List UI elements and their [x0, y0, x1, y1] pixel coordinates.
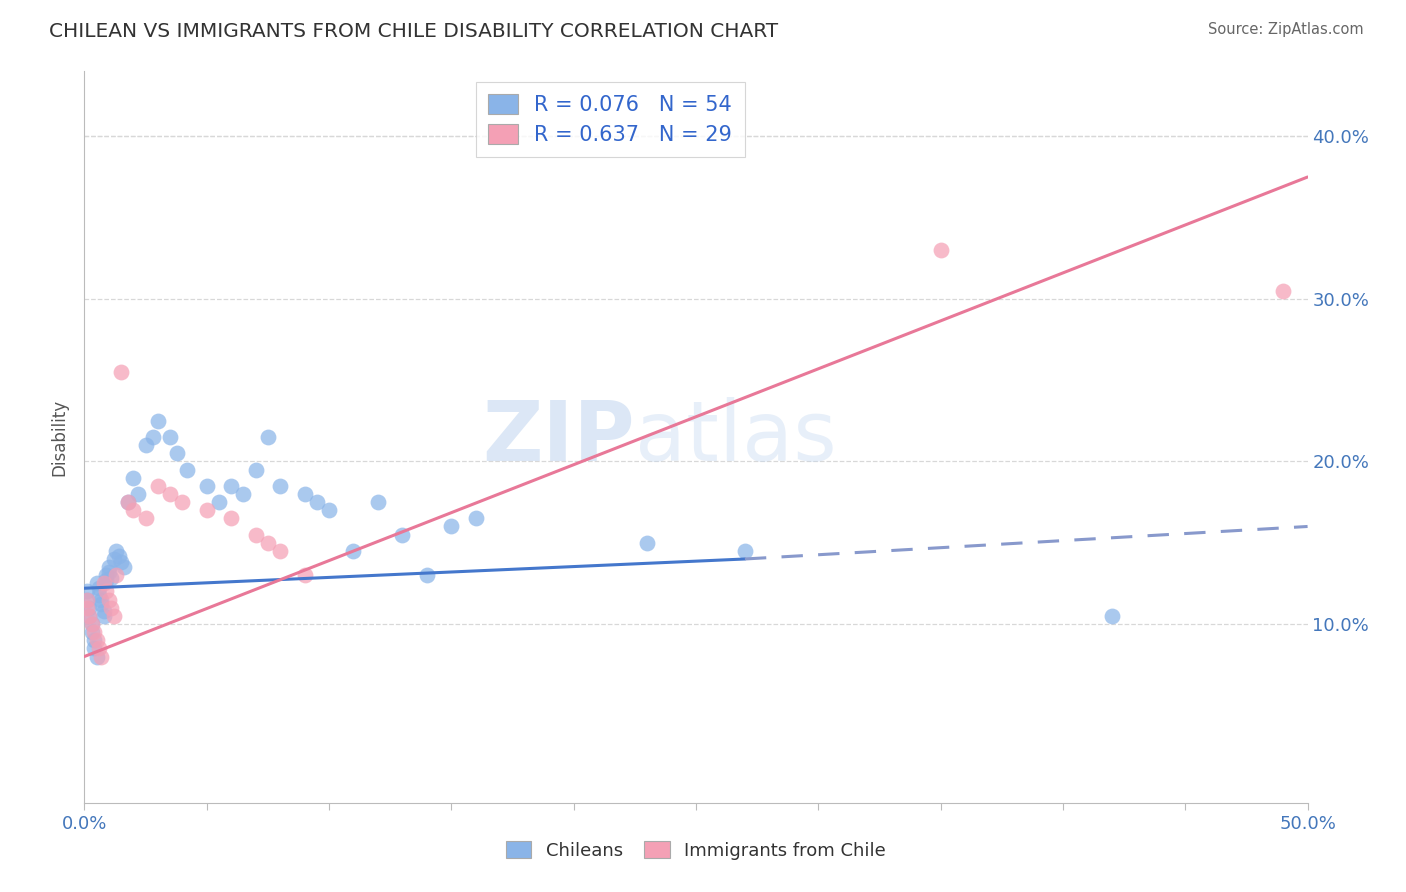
Point — [96, 573, 118, 587]
Legend: Chileans, Immigrants from Chile: Chileans, Immigrants from Chile — [499, 834, 893, 867]
Point — [90, 598, 112, 612]
Point — [416, 568, 439, 582]
Point — [76, 600, 98, 615]
Point — [195, 503, 218, 517]
Point — [86, 649, 108, 664]
Point — [208, 495, 231, 509]
Point — [146, 414, 169, 428]
Point — [107, 549, 129, 563]
Point — [105, 568, 128, 582]
Point — [100, 600, 122, 615]
Point — [159, 487, 181, 501]
Point — [117, 495, 139, 509]
Point — [269, 544, 291, 558]
Point — [219, 479, 242, 493]
Point — [219, 511, 242, 525]
Point — [305, 495, 328, 509]
Point — [166, 446, 188, 460]
Point — [105, 544, 128, 558]
Point — [318, 503, 340, 517]
Text: Source: ZipAtlas.com: Source: ZipAtlas.com — [1208, 22, 1364, 37]
Point — [245, 462, 267, 476]
Point — [464, 511, 486, 525]
Point — [294, 568, 316, 582]
Point — [257, 430, 280, 444]
Point — [97, 565, 120, 579]
Point — [93, 608, 115, 623]
Point — [110, 555, 132, 569]
Point — [97, 592, 120, 607]
Point — [232, 487, 254, 501]
Point — [80, 617, 103, 632]
Point — [87, 581, 110, 595]
Point — [100, 572, 122, 586]
Point — [93, 604, 115, 618]
Point — [257, 535, 280, 549]
Text: ZIP: ZIP — [482, 397, 636, 477]
Point — [86, 576, 108, 591]
Point — [96, 568, 118, 582]
Point — [90, 649, 112, 664]
Text: atlas: atlas — [636, 397, 837, 477]
Point — [245, 527, 267, 541]
Point — [127, 487, 149, 501]
Point — [195, 479, 218, 493]
Point — [122, 471, 145, 485]
Point — [342, 544, 364, 558]
Point — [122, 503, 145, 517]
Point — [117, 495, 139, 509]
Point — [77, 608, 100, 623]
Point — [367, 495, 389, 509]
Point — [142, 430, 165, 444]
Point — [76, 584, 98, 599]
Point — [90, 592, 112, 607]
Text: CHILEAN VS IMMIGRANTS FROM CHILE DISABILITY CORRELATION CHART: CHILEAN VS IMMIGRANTS FROM CHILE DISABIL… — [49, 22, 779, 41]
Point — [86, 633, 108, 648]
Point — [80, 617, 103, 632]
Point — [929, 243, 952, 257]
Point — [93, 576, 115, 591]
Point — [83, 633, 105, 648]
Point — [87, 641, 110, 656]
Point — [80, 625, 103, 640]
Point — [146, 479, 169, 493]
Point — [176, 462, 198, 476]
Point — [1101, 608, 1123, 623]
Point — [110, 365, 132, 379]
Point — [172, 495, 194, 509]
Point — [135, 511, 157, 525]
Point — [269, 479, 291, 493]
Point — [76, 592, 98, 607]
Point — [391, 527, 413, 541]
Point — [87, 588, 110, 602]
Point — [440, 519, 463, 533]
Point — [103, 552, 125, 566]
Point — [83, 641, 105, 656]
Point — [77, 600, 100, 615]
Point — [77, 608, 100, 623]
Point — [76, 592, 98, 607]
Point — [135, 438, 157, 452]
Point — [112, 560, 135, 574]
Point — [1272, 284, 1295, 298]
Point — [636, 535, 658, 549]
Point — [97, 560, 120, 574]
Y-axis label: Disability: Disability — [51, 399, 69, 475]
Point — [96, 584, 118, 599]
Point — [734, 544, 756, 558]
Point — [159, 430, 181, 444]
Point — [83, 625, 105, 640]
Point — [103, 608, 125, 623]
Point — [294, 487, 316, 501]
